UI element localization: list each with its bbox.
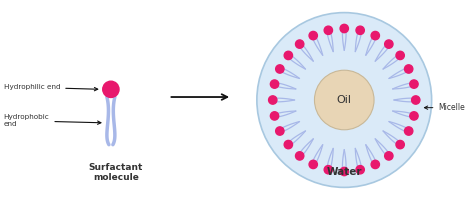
- Text: Water: Water: [327, 167, 362, 177]
- Circle shape: [276, 65, 284, 73]
- Circle shape: [324, 166, 332, 174]
- Circle shape: [284, 51, 292, 60]
- Circle shape: [103, 81, 119, 97]
- Text: Hydrophobic
end: Hydrophobic end: [4, 114, 101, 127]
- Circle shape: [295, 152, 304, 160]
- Circle shape: [410, 80, 418, 88]
- Circle shape: [356, 166, 365, 174]
- Circle shape: [371, 160, 380, 169]
- Circle shape: [324, 26, 332, 34]
- Text: Micelle: Micelle: [424, 103, 465, 112]
- Circle shape: [396, 140, 404, 149]
- Circle shape: [276, 127, 284, 135]
- Circle shape: [340, 167, 348, 176]
- Text: Oil: Oil: [337, 95, 352, 105]
- Circle shape: [356, 26, 365, 34]
- Circle shape: [396, 51, 404, 60]
- Circle shape: [257, 13, 432, 187]
- Circle shape: [295, 40, 304, 48]
- Circle shape: [404, 65, 413, 73]
- Circle shape: [314, 70, 374, 130]
- Circle shape: [309, 160, 318, 169]
- Circle shape: [340, 24, 348, 33]
- Circle shape: [410, 112, 418, 120]
- Circle shape: [404, 127, 413, 135]
- Circle shape: [385, 40, 393, 48]
- Circle shape: [270, 80, 279, 88]
- Circle shape: [309, 31, 318, 40]
- Circle shape: [385, 152, 393, 160]
- Circle shape: [371, 31, 380, 40]
- Text: Surfactant
molecule: Surfactant molecule: [89, 163, 143, 182]
- Circle shape: [269, 96, 277, 104]
- Circle shape: [411, 96, 420, 104]
- Circle shape: [284, 140, 292, 149]
- Text: Hydrophilic end: Hydrophilic end: [4, 84, 98, 91]
- Circle shape: [270, 112, 279, 120]
